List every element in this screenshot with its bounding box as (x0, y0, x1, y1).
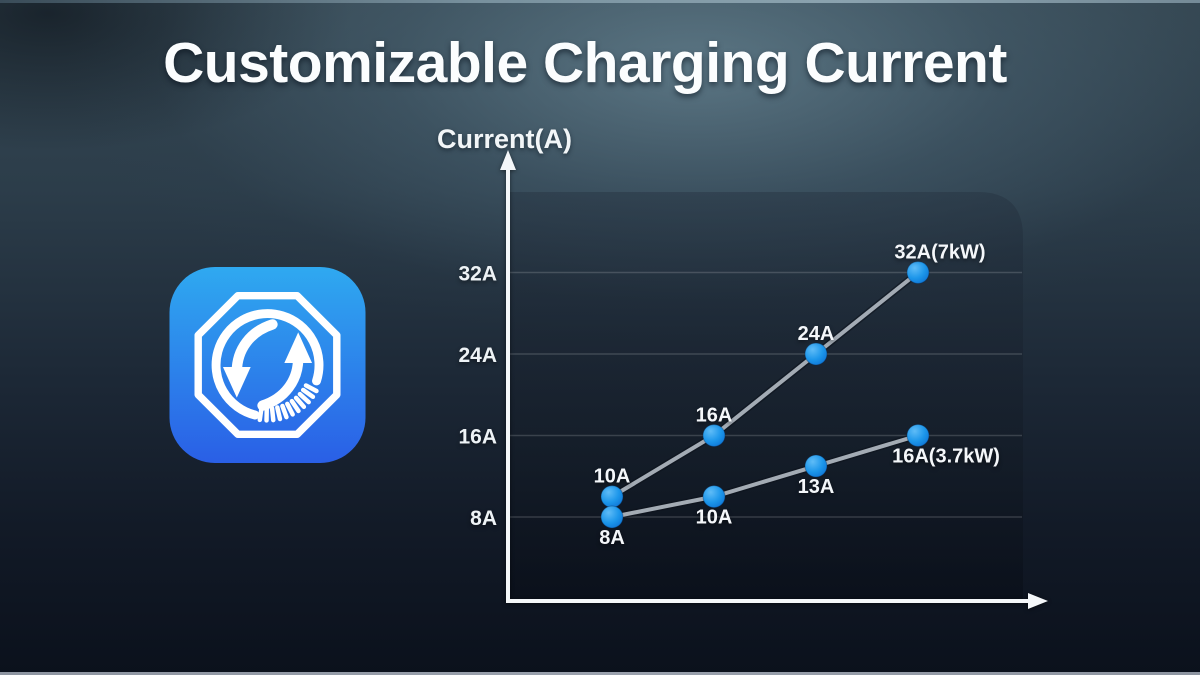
y-tick-label: 24A (458, 344, 497, 367)
data-point-dot (906, 260, 930, 284)
data-point-dot (600, 485, 624, 509)
data-point-label: 32A(7kW) (894, 241, 985, 263)
y-tick-label: 16A (458, 425, 497, 448)
x-axis-arrowhead-icon (1028, 593, 1048, 609)
data-point-label: 24A (798, 323, 835, 345)
data-point-dot (702, 485, 726, 509)
dial-tick (289, 398, 301, 414)
dial-tick (293, 395, 307, 410)
top-edge-highlight (0, 0, 1200, 3)
dial-tick (280, 403, 289, 420)
down-arrow-head (222, 366, 251, 398)
data-point-dot (906, 423, 930, 447)
data-point-dot (804, 454, 828, 478)
y-axis-arrowhead-icon (500, 150, 516, 170)
data-point-dot (600, 505, 624, 529)
dial-tick (275, 405, 283, 422)
data-point-label: 16A(3.7kW) (892, 445, 1000, 467)
dial-tick (297, 391, 311, 405)
sync-arrows-icon (222, 319, 313, 411)
y-axis-tick-labels: 8A 16A 24A 32A (458, 262, 497, 530)
dial-tick-marks (257, 383, 319, 423)
data-point-dot (702, 423, 726, 447)
dial-tick (269, 406, 276, 423)
series-line (610, 433, 920, 519)
dial-tick (303, 383, 319, 394)
chart-axes (500, 150, 1048, 609)
dial-ring (211, 309, 324, 420)
octagon-outline (194, 291, 341, 439)
data-point-label: 16A (696, 404, 733, 426)
charging-mode-app-icon (167, 266, 368, 464)
chart-series: 10A 16A 24A 32A(7kW) 8A 10A 13A 16A(3.7kW) (594, 241, 1000, 549)
data-point-label: 10A (696, 507, 733, 529)
up-arrow-head (284, 332, 313, 364)
y-tick-label: 32A (458, 262, 497, 285)
series-line (610, 270, 920, 499)
dial-tick (285, 401, 295, 417)
data-point-label: 13A (798, 476, 835, 498)
chart-gridlines (510, 271, 1022, 518)
data-point-dot (804, 342, 828, 366)
page-title: Customizable Charging Current (163, 31, 1007, 95)
y-axis-title: Current(A) (437, 124, 572, 154)
data-point-label: 10A (594, 466, 631, 488)
up-arrow-tail (257, 352, 304, 411)
sync-dial-icon (169, 266, 366, 464)
y-tick-label: 8A (470, 507, 497, 530)
bottom-edge-highlight (0, 672, 1200, 675)
down-arrow-tail (231, 319, 278, 378)
dial-tick (300, 387, 316, 400)
data-point-label: 8A (599, 527, 625, 549)
